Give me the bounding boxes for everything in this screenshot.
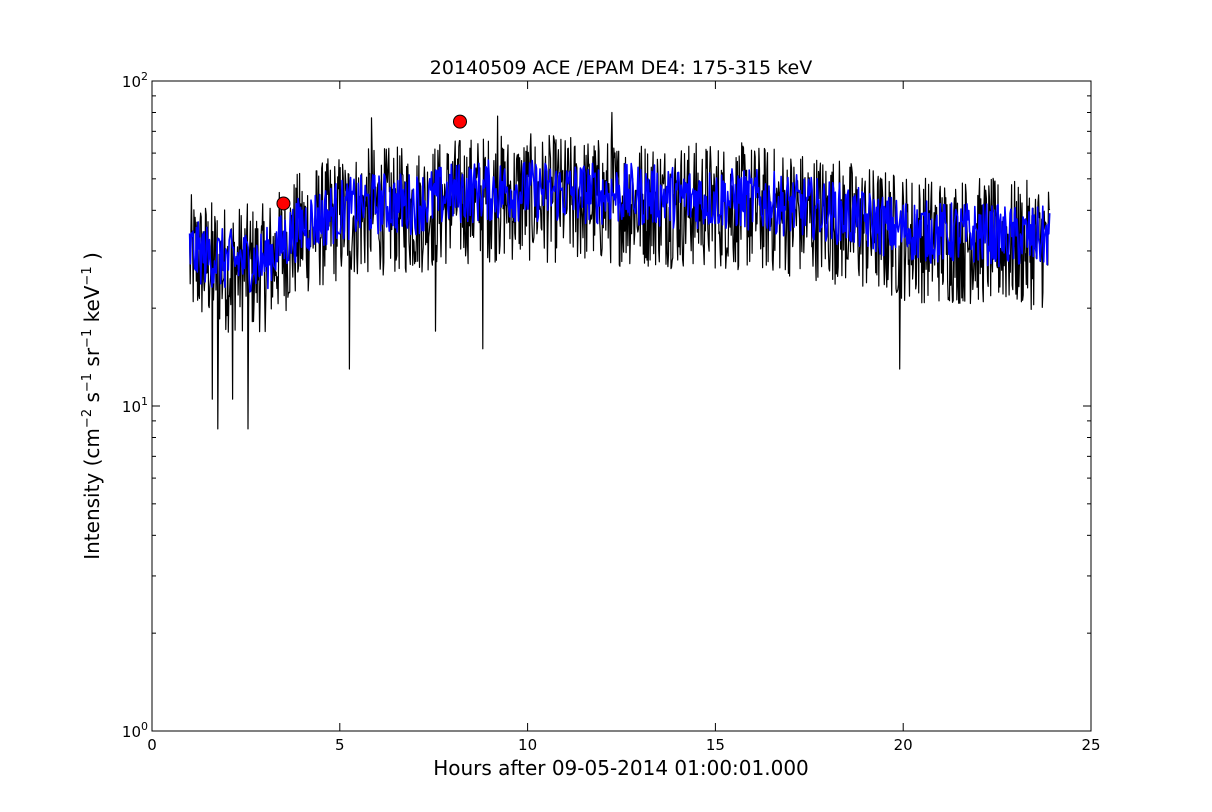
x-tick-label: 5 [335,736,345,754]
y-tick-base: 10 [122,398,141,416]
y-tick-exp: 0 [141,720,148,733]
y-label-prefix: Intensity (cm [80,428,104,560]
y-tick-base: 10 [122,723,141,741]
y-tick-base: 10 [122,73,141,91]
x-tick-label: 20 [894,736,913,754]
x-tick-label: 25 [1081,736,1100,754]
y-label-suffix: ) [80,252,104,266]
y-label-s: s [80,392,104,409]
event-marker [452,114,467,129]
chart-title: 20140509 ACE /EPAM DE4: 175-315 keV [430,57,812,79]
y-label-exp-kev: −1 [80,266,95,285]
y-tick-exp: 2 [141,70,148,83]
plot-area [188,111,1051,430]
raw-intensity-line [189,111,1051,430]
x-tick-label: 15 [706,736,725,754]
y-tick-label: 102 [122,70,148,91]
y-label-exp-cm: −2 [80,409,95,428]
x-axis-label: Hours after 09-05-2014 01:00:01.000 [433,756,809,780]
smoothed-intensity-line [188,159,1051,293]
y-label-exp-s: −1 [80,373,95,392]
x-tick-label: 10 [518,736,537,754]
y-tick-label: 100 [122,720,148,741]
event-marker [276,196,291,211]
y-tick-exp: 1 [141,395,148,408]
y-label-kev: keV [80,285,104,329]
y-tick-label: 101 [122,395,148,416]
x-axis: 0 5 10 15 20 25 [147,81,1101,754]
y-label-sr: sr [80,347,104,373]
y-label-exp-sr: −1 [80,329,95,348]
y-axis-label: Intensity (cm−2 s−1 sr−1 keV−1 ) [80,252,104,560]
x-tick-label: 0 [147,736,157,754]
